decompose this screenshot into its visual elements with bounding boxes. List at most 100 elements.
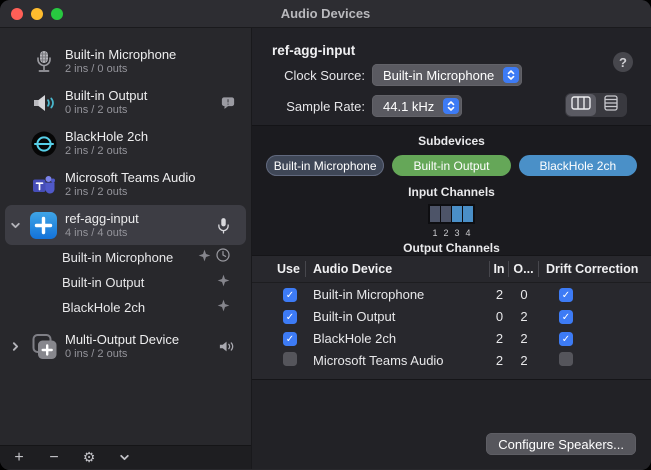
channel-block [463,206,473,222]
subdevice-pill-blackhole-2ch[interactable]: BlackHole 2ch [518,155,637,176]
row-device-name: Built-in Microphone [313,286,425,302]
subdevice-table: Use Audio Device In O... Drift Correctio… [252,255,651,379]
chevron-down-icon[interactable] [117,452,131,463]
drift-checkbox[interactable] [559,332,573,347]
subitem-blackhole-2ch[interactable]: BlackHole 2ch [0,295,251,320]
col-drift-correction[interactable]: Drift Correction [546,262,639,276]
device-name: Built-in Microphone [65,47,177,62]
col-out[interactable]: O... [509,261,539,277]
spark-icon [198,249,211,267]
subitem-name: Built-in Output [62,275,145,290]
subdevice-pills: Built-in Microphone Built-in Output Blac… [252,155,651,176]
device-detail: 0 ins / 2 outs [65,348,128,360]
sidebar-item-microsoft-teams-audio[interactable]: Microsoft Teams Audio 2 ins / 2 outs [0,164,251,205]
minimize-button[interactable] [31,8,43,20]
sidebar-item-built-in-microphone[interactable]: Built-in Microphone 2 ins / 0 outs [0,41,251,82]
channel-block [441,206,451,222]
gear-icon[interactable]: ⚙ [82,449,96,466]
speaker-icon [219,340,235,353]
help-button[interactable]: ? [613,52,633,72]
row-in-count: 2 [495,286,504,302]
channel-block [430,206,440,222]
clock-source-dropdown[interactable]: Built-in Microphone [372,64,523,86]
zoom-button[interactable] [51,8,63,20]
blackhole-icon [30,130,57,157]
window-titlebar: Audio Devices [0,0,651,28]
table-row[interactable]: Built-in Microphone 2 0 [252,283,651,305]
use-checkbox[interactable] [283,351,297,366]
row-in-count: 2 [495,330,504,346]
device-name: Built-in Output [65,88,148,103]
device-detail: 0 ins / 2 outs [65,104,128,116]
subdevice-pill-built-in-microphone[interactable]: Built-in Microphone [266,155,385,176]
add-device-button[interactable]: + [14,448,24,466]
row-out-count: 2 [520,352,528,368]
bottom-section: Configure Speakers... [252,379,651,469]
device-detail-panel: ref-agg-input ? Clock Source: Built-in M… [252,28,651,469]
teams-icon [30,171,57,198]
use-checkbox[interactable] [283,332,297,347]
configure-speakers-button[interactable]: Configure Speakers... [486,433,636,455]
device-name: Multi-Output Device [65,332,180,347]
columns-view-button[interactable] [566,94,596,116]
subitem-name: Built-in Microphone [62,250,174,265]
row-device-name: BlackHole 2ch [313,330,397,346]
sample-rate-value: 44.1 kHz [383,98,435,114]
col-use[interactable]: Use [252,261,306,277]
spark-icon [217,274,230,292]
device-name: ref-agg-input [65,210,139,226]
microphone-icon [30,48,57,75]
row-in-count: 0 [495,308,504,324]
chevron-right-icon[interactable] [0,341,30,352]
table-row[interactable]: BlackHole 2ch 2 2 [252,327,651,349]
channel-numbers: 1 2 3 4 [432,228,471,238]
clock-icon [216,248,230,267]
close-button[interactable] [11,8,23,20]
col-in[interactable]: In [490,261,509,277]
subitem-built-in-microphone[interactable]: Built-in Microphone [0,245,251,270]
clock-source-value: Built-in Microphone [383,67,495,83]
remove-device-button[interactable]: − [49,448,59,466]
use-checkbox[interactable] [283,310,297,325]
sidebar-item-blackhole-2ch[interactable]: BlackHole 2ch 2 ins / 2 outs [0,123,251,164]
table-row[interactable]: Microsoft Teams Audio 2 2 [252,349,651,371]
window-title: Audio Devices [280,6,371,21]
stepper-icon [503,67,520,83]
device-name: BlackHole 2ch [65,129,149,144]
chevron-down-icon[interactable] [0,220,30,231]
sample-rate-dropdown[interactable]: 44.1 kHz [372,95,463,117]
device-detail: 2 ins / 2 outs [65,186,128,198]
microphone-icon [217,217,230,234]
stepper-icon [443,98,460,114]
use-checkbox[interactable] [283,288,297,303]
device-detail: 2 ins / 2 outs [65,145,128,157]
drift-checkbox[interactable] [559,310,573,325]
device-name: Microsoft Teams Audio [65,170,196,185]
sidebar-item-built-in-output[interactable]: Built-in Output 0 ins / 2 outs [0,82,251,123]
row-out-count: 2 [520,308,528,324]
sidebar-item-multi-output-device[interactable]: Multi-Output Device 0 ins / 2 outs [0,326,251,367]
input-channels-heading: Input Channels [408,185,495,199]
device-header-section: ref-agg-input ? Clock Source: Built-in M… [252,28,651,125]
drift-checkbox[interactable] [559,288,573,303]
col-audio-device[interactable]: Audio Device [306,261,490,277]
row-out-count: 0 [520,286,528,302]
row-device-name: Built-in Output [313,308,396,324]
subdevice-pill-built-in-output[interactable]: Built-in Output [392,155,511,176]
columns-icon [571,95,591,115]
rows-icon [604,94,618,116]
sidebar-item-ref-agg-input[interactable]: ref-agg-input 4 ins / 4 outs [5,205,246,245]
subdevices-heading: Subdevices [418,134,485,148]
input-channel-meter [428,204,475,224]
traffic-lights [11,8,63,20]
view-toggle [565,93,627,117]
drift-checkbox[interactable] [559,351,573,366]
table-header: Use Audio Device In O... Drift Correctio… [252,256,651,283]
subitem-built-in-output[interactable]: Built-in Output [0,270,251,295]
table-row[interactable]: Built-in Output 0 2 [252,305,651,327]
multi-output-icon [30,333,57,360]
rows-view-button[interactable] [596,94,626,116]
sample-rate-label: Sample Rate: [286,98,365,114]
row-out-count: 2 [520,330,528,346]
